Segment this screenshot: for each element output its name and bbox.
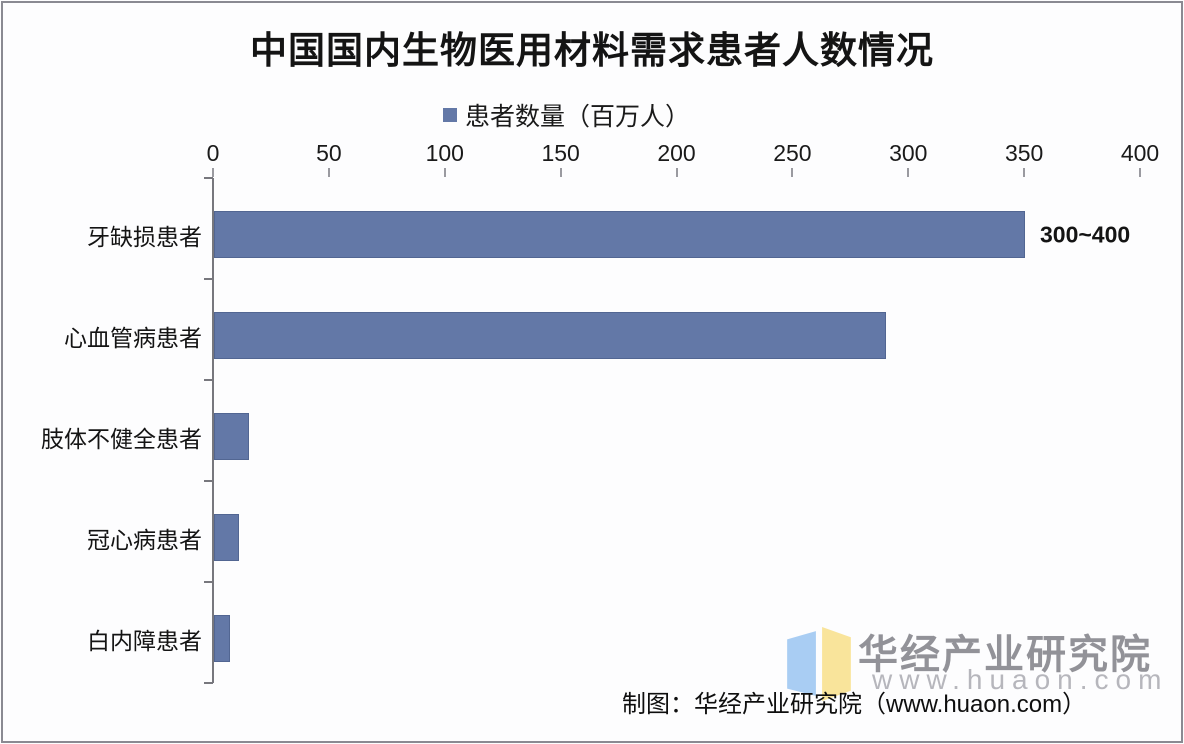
bar — [214, 312, 886, 359]
x-axis-tick-mark — [675, 168, 678, 177]
legend: 患者数量（百万人） — [443, 97, 690, 133]
x-axis-tick-label: 300 — [889, 140, 928, 166]
category-label: 肢体不健全患者 — [41, 425, 202, 452]
x-axis-tick-label: 200 — [657, 140, 696, 166]
category-label: 白内障患者 — [87, 627, 202, 654]
x-axis-tick-mark — [559, 168, 562, 177]
watermark-website-url: www.huaon.com — [872, 664, 1169, 695]
category-axis-tick-mark — [204, 379, 213, 381]
legend-label: 患者数量（百万人） — [465, 103, 691, 131]
x-axis-tick-mark — [212, 168, 214, 177]
category-axis-tick-mark — [204, 581, 213, 583]
x-axis-tick-label: 50 — [316, 140, 342, 166]
x-axis-tick-label: 100 — [425, 140, 464, 166]
category-axis-tick-mark — [204, 177, 213, 179]
category-axis-tick-mark — [204, 480, 213, 482]
source-credit-text: 制图：华经产业研究院（www.huaon.com） — [622, 691, 1087, 718]
category-label: 心血管病患者 — [64, 324, 202, 351]
huaon-book-logo-icon — [787, 627, 851, 701]
category-axis-tick-mark — [204, 278, 213, 280]
x-axis-tick-mark — [1139, 168, 1141, 177]
bar — [214, 615, 230, 662]
category-label: 冠心病患者 — [87, 526, 202, 553]
chart-title: 中国国内生物医用材料需求患者人数情况 — [250, 31, 934, 72]
bar — [214, 211, 1025, 258]
x-axis-tick-mark — [907, 168, 910, 177]
x-axis-tick-mark — [327, 168, 330, 177]
bar — [214, 514, 239, 561]
x-axis-tick-mark — [1023, 168, 1026, 177]
bar — [214, 413, 249, 460]
bar-value-label: 300~400 — [1040, 221, 1131, 247]
x-axis-tick-label: 350 — [1004, 140, 1044, 166]
x-axis-tick-label: 0 — [206, 140, 220, 166]
x-axis-tick-label: 150 — [541, 140, 580, 166]
x-axis-tick-mark — [443, 168, 446, 177]
x-axis-tick-label: 400 — [1120, 140, 1160, 166]
legend-swatch-icon — [443, 108, 457, 122]
category-label: 牙缺损患者 — [87, 223, 202, 250]
x-axis-tick-label: 250 — [773, 140, 812, 166]
category-axis-line — [212, 178, 214, 683]
x-axis-tick-mark — [791, 168, 794, 177]
category-axis-tick-mark — [204, 682, 213, 684]
watermark-company-name: 华经产业研究院 — [858, 633, 1152, 677]
